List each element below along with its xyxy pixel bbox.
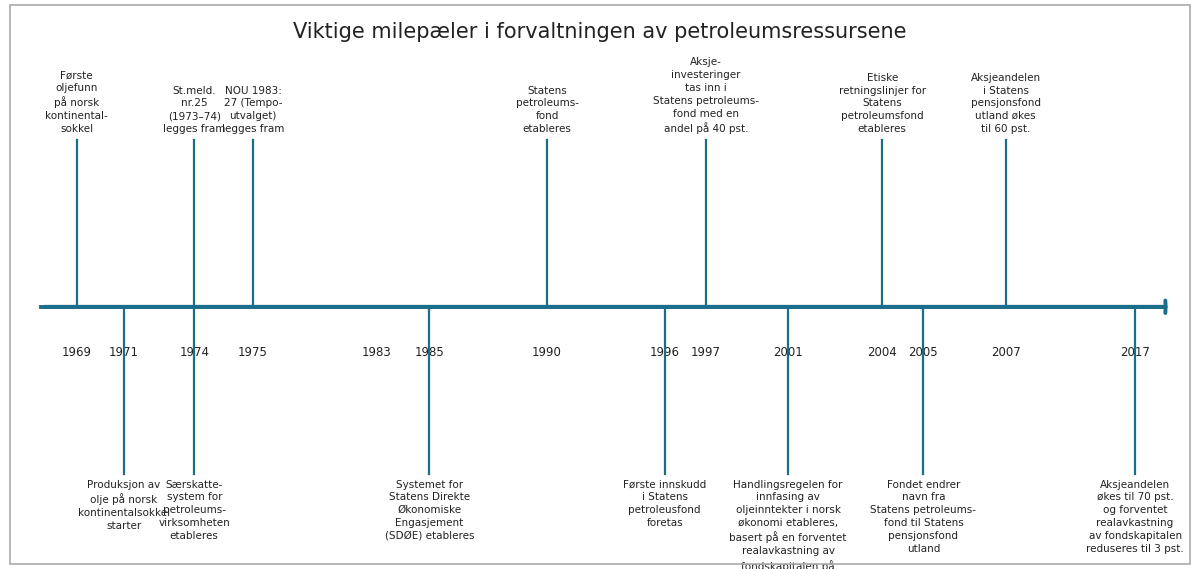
- Text: 2017: 2017: [1120, 346, 1150, 359]
- Text: 1996: 1996: [649, 346, 679, 359]
- Text: Produksjon av
olje på norsk
kontinentalsokkel
starter: Produksjon av olje på norsk kontinentals…: [78, 480, 169, 531]
- Text: Viktige milepæler i forvaltningen av petroleumsressursene: Viktige milepæler i forvaltningen av pet…: [293, 22, 907, 43]
- Text: Systemet for
Statens Direkte
Økonomiske
Engasjement
(SDØE) etableres: Systemet for Statens Direkte Økonomiske …: [385, 480, 474, 541]
- Text: Aksje-
investeringer
tas inn i
Statens petroleums-
fond med en
andel på 40 pst.: Aksje- investeringer tas inn i Statens p…: [653, 57, 758, 134]
- Text: Fondet endrer
navn fra
Statens petroleums-
fond til Statens
pensjonsfond
utland: Fondet endrer navn fra Statens petroleum…: [870, 480, 977, 554]
- Text: Aksjeandelen
i Statens
pensjonsfond
utland økes
til 60 pst.: Aksjeandelen i Statens pensjonsfond utla…: [971, 73, 1040, 134]
- Text: Særskatte-
system for
petroleums-
virksomheten
etableres: Særskatte- system for petroleums- virkso…: [158, 480, 230, 541]
- Text: 2005: 2005: [908, 346, 938, 359]
- Text: 1975: 1975: [238, 346, 268, 359]
- Text: Handlingsregelen for
innfasing av
oljeinntekter i norsk
økonomi etableres,
baser: Handlingsregelen for innfasing av oljein…: [730, 480, 847, 569]
- Text: 1985: 1985: [415, 346, 444, 359]
- Text: 1990: 1990: [532, 346, 562, 359]
- Text: 1983: 1983: [361, 346, 391, 359]
- Text: 1974: 1974: [179, 346, 209, 359]
- Text: 2007: 2007: [991, 346, 1020, 359]
- Text: 1969: 1969: [61, 346, 91, 359]
- Text: 1997: 1997: [691, 346, 721, 359]
- Text: 2001: 2001: [773, 346, 803, 359]
- Text: St.meld.
nr.25
(1973–74)
legges fram: St.meld. nr.25 (1973–74) legges fram: [163, 85, 226, 134]
- Text: Første
oljefunn
på norsk
kontinental-
sokkel: Første oljefunn på norsk kontinental- so…: [46, 70, 108, 134]
- Text: NOU 1983:
27 (Tempo-
utvalget)
legges fram: NOU 1983: 27 (Tempo- utvalget) legges fr…: [222, 85, 284, 134]
- Text: 1971: 1971: [109, 346, 139, 359]
- Text: Første innskudd
i Statens
petroleusfond
foretas: Første innskudd i Statens petroleusfond …: [623, 480, 707, 528]
- Text: Etiske
retningslinjer for
Statens
petroleumsfond
etableres: Etiske retningslinjer for Statens petrol…: [839, 73, 926, 134]
- Text: Aksjeandelen
økes til 70 pst.
og forventet
realavkastning
av fondskapitalen
redu: Aksjeandelen økes til 70 pst. og forvent…: [1086, 480, 1184, 554]
- Text: 2004: 2004: [868, 346, 898, 359]
- Text: Statens
petroleums-
fond
etableres: Statens petroleums- fond etableres: [516, 85, 578, 134]
